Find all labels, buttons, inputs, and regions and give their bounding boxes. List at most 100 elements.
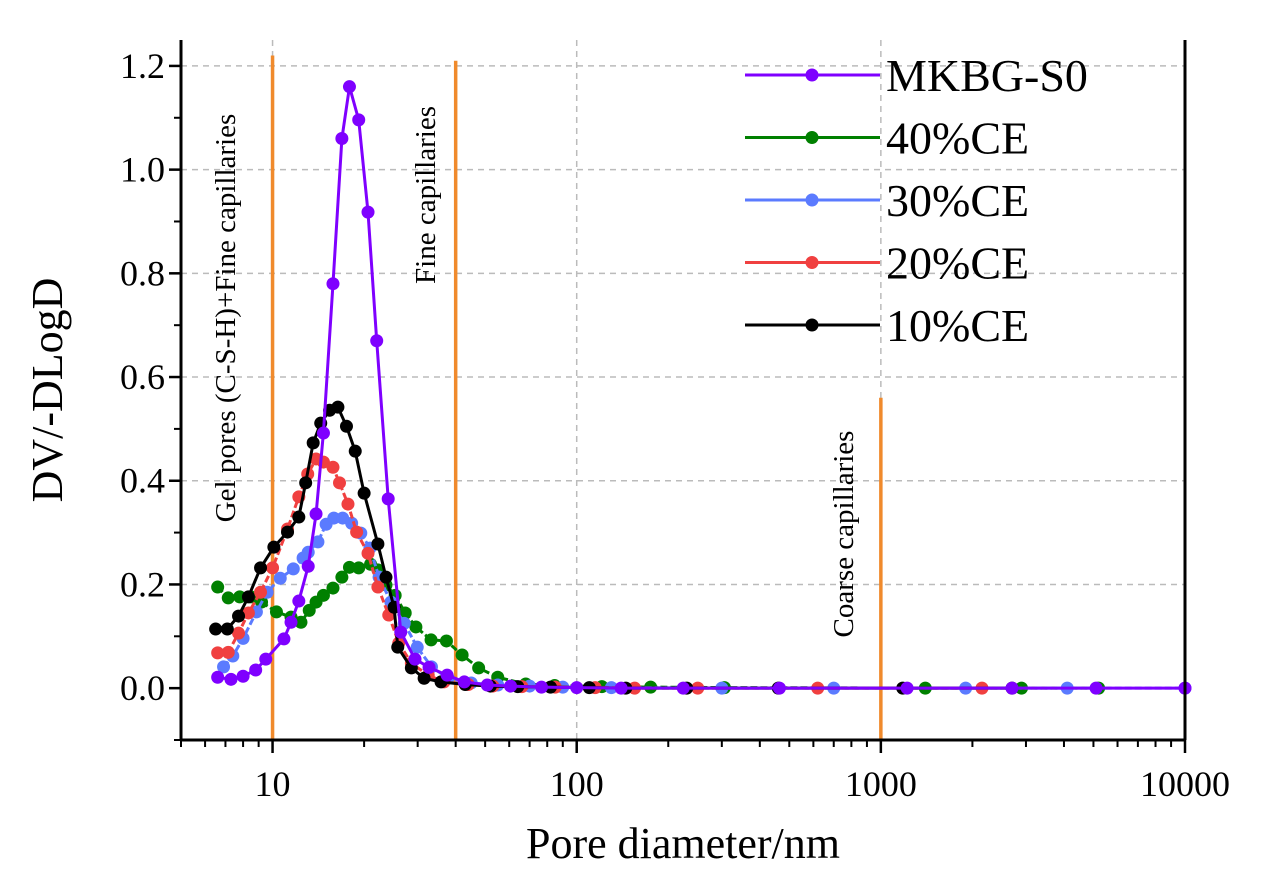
legend-marker (805, 193, 819, 207)
data-point (249, 663, 263, 677)
data-point (209, 622, 223, 636)
data-point (333, 476, 347, 490)
data-point (311, 535, 325, 549)
data-point (267, 540, 281, 554)
data-point (676, 681, 690, 695)
data-point (273, 571, 287, 585)
data-point (232, 626, 246, 640)
data-point (326, 581, 340, 595)
data-point (424, 633, 438, 647)
data-point (259, 652, 273, 666)
data-point (379, 570, 393, 584)
data-point (410, 640, 424, 654)
annotations: Gel pores (C-S-H)+Fine capillaries Fine c… (210, 55, 883, 740)
series-30-ce (217, 511, 1192, 695)
data-point (391, 640, 405, 654)
data-point (254, 561, 268, 575)
legend-label: 40%CE (886, 113, 1029, 164)
y-tick-label: 1.2 (120, 46, 165, 86)
data-point (370, 334, 384, 348)
data-point (1005, 681, 1019, 695)
series-mkbg-s0 (211, 80, 1192, 695)
data-point (281, 525, 295, 539)
legend-label: 10%CE (886, 300, 1029, 351)
data-point (352, 561, 366, 575)
data-point (440, 668, 454, 682)
y-tick-label: 0.4 (120, 461, 165, 501)
legend-item: 10%CE (745, 300, 1029, 351)
legend-label: 20%CE (886, 238, 1029, 289)
data-point (350, 525, 364, 539)
data-point (331, 400, 345, 414)
data-point (1089, 681, 1103, 695)
grid (181, 40, 1185, 740)
legend-item: 20%CE (745, 238, 1029, 289)
data-point (254, 585, 268, 599)
data-point (236, 669, 250, 683)
series-10-ce (209, 400, 1019, 695)
data-point (335, 570, 349, 584)
series (209, 80, 1192, 695)
data-point (352, 113, 366, 127)
series-line (215, 405, 1013, 690)
data-point (361, 546, 375, 560)
data-point (394, 625, 408, 639)
legend-label: MKBG-S0 (886, 50, 1088, 101)
y-tick-label: 0.8 (120, 253, 165, 293)
data-point (342, 560, 356, 574)
legend-item: 40%CE (745, 113, 1029, 164)
data-point (480, 678, 494, 692)
region-label: Coarse capillaries (828, 431, 860, 638)
y-tick-label: 1.0 (120, 150, 165, 190)
series-20-ce (211, 452, 989, 695)
y-tick-label: 0.0 (120, 668, 165, 708)
data-point (900, 681, 914, 695)
series-line (222, 516, 1185, 690)
axes: 0.0 0.2 0.4 0.6 0.8 1.0 1.2 10 100 1000 10000 (120, 40, 1230, 804)
data-point (211, 580, 225, 594)
series-40-ce (211, 557, 1106, 695)
data-point (306, 436, 320, 450)
data-point (211, 646, 225, 660)
x-tick-label: 10000 (1140, 764, 1230, 804)
data-point (277, 632, 291, 646)
y-axis-label: DV/-DLogD (23, 278, 72, 503)
data-point (241, 590, 255, 604)
data-point (417, 671, 431, 685)
y-tick-label: 0.6 (120, 357, 165, 397)
region-label: Gel pores (C-S-H)+Fine capillaries (210, 114, 242, 523)
data-point (342, 80, 356, 94)
data-point (614, 681, 628, 695)
data-point (422, 660, 436, 674)
data-point (269, 605, 283, 619)
x-tick-label: 1000 (845, 764, 917, 804)
data-point (504, 679, 518, 693)
data-point (339, 419, 353, 433)
data-point (221, 645, 235, 659)
data-point (472, 661, 486, 675)
data-point (398, 606, 412, 620)
data-point (409, 620, 423, 634)
series-line (217, 86, 1185, 690)
data-point (408, 652, 422, 666)
data-point (284, 615, 298, 629)
x-tick-label: 100 (550, 764, 604, 804)
data-point (211, 670, 225, 684)
legend-label: 30%CE (886, 175, 1029, 226)
data-point (217, 660, 231, 674)
data-point (294, 615, 308, 629)
series-line (216, 562, 1099, 690)
data-point (457, 675, 471, 689)
data-point (371, 537, 385, 551)
data-point (292, 594, 306, 608)
data-point (292, 510, 306, 524)
x-tick-label: 10 (255, 764, 291, 804)
data-point (326, 277, 340, 291)
data-point (357, 486, 371, 500)
data-point (286, 562, 300, 576)
data-point (348, 444, 362, 458)
data-point (341, 497, 355, 511)
legend-marker (805, 131, 819, 144)
data-point (534, 680, 548, 694)
